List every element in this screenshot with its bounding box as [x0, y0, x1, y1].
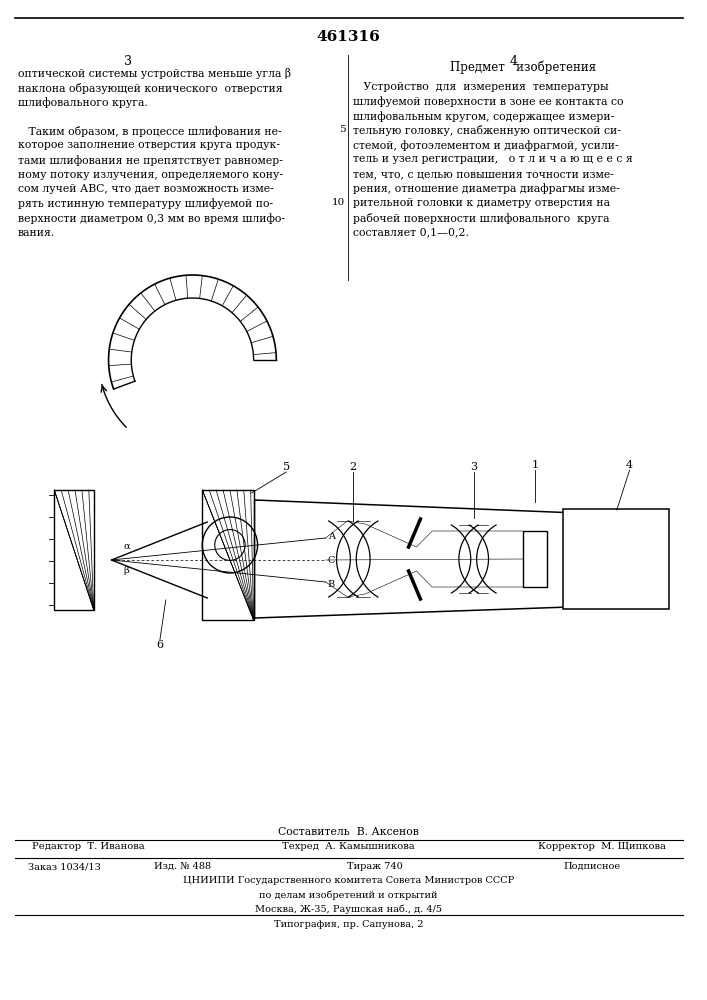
Text: шлифуемой поверхности в зоне ее контакта со: шлифуемой поверхности в зоне ее контакта… [354, 97, 624, 107]
Text: тем, что, с целью повышения точности изме-: тем, что, с целью повышения точности изм… [354, 169, 614, 179]
Text: 461316: 461316 [317, 30, 380, 44]
Text: наклона образующей конического  отверстия: наклона образующей конического отверстия [18, 83, 282, 94]
Text: α: α [123, 542, 130, 551]
Text: Техред  А. Камышникова: Техред А. Камышникова [282, 842, 415, 851]
Text: стемой, фотоэлементом и диафрагмой, усили-: стемой, фотоэлементом и диафрагмой, усил… [354, 140, 619, 151]
Text: шлифовальным кругом, содержащее измери-: шлифовальным кругом, содержащее измери- [354, 111, 614, 122]
Text: 4: 4 [509, 55, 518, 68]
Text: ному потоку излучения, определяемого кону-: ному потоку излучения, определяемого кон… [18, 169, 283, 180]
Text: рять истинную температуру шлифуемой по-: рять истинную температуру шлифуемой по- [18, 198, 273, 209]
Text: B: B [327, 580, 335, 589]
Bar [54, 490, 94, 610]
Text: сом лучей АВС, что дает возможность изме-: сом лучей АВС, что дает возможность изме… [18, 184, 274, 194]
Text: Таким образом, в процессе шлифования не-: Таким образом, в процессе шлифования не- [18, 126, 281, 137]
Text: C: C [327, 556, 335, 565]
Text: вания.: вания. [18, 228, 55, 237]
Text: Составитель  В. Аксенов: Составитель В. Аксенов [278, 827, 419, 837]
Text: Редактор  Т. Иванова: Редактор Т. Иванова [33, 842, 145, 851]
Text: 4: 4 [626, 460, 633, 470]
Text: которое заполнение отверстия круга продук-: которое заполнение отверстия круга проду… [18, 140, 280, 150]
Text: 2: 2 [350, 462, 357, 472]
Text: рабочей поверхности шлифовального  круга: рабочей поверхности шлифовального круга [354, 213, 610, 224]
Text: ЦНИИПИ Государственного комитета Совета Министров СССР: ЦНИИПИ Государственного комитета Совета … [182, 876, 514, 885]
Text: Типография, пр. Сапунова, 2: Типография, пр. Сапунова, 2 [274, 920, 423, 929]
Text: шлифовального круга.: шлифовального круга. [18, 97, 148, 108]
Text: Корректор  М. Щипкова: Корректор М. Щипкова [538, 842, 666, 851]
Text: рительной головки к диаметру отверстия на: рительной головки к диаметру отверстия н… [354, 198, 610, 208]
Text: тельную головку, снабженную оптической си-: тельную головку, снабженную оптической с… [354, 125, 621, 136]
Text: тами шлифования не препятствует равномер-: тами шлифования не препятствует равномер… [18, 155, 283, 166]
Text: Устройство  для  измерения  температуры: Устройство для измерения температуры [354, 82, 609, 92]
Polygon shape [255, 500, 626, 618]
Text: по делам изобретений и открытий: по делам изобретений и открытий [259, 890, 438, 900]
Text: рения, отношение диаметра диафрагмы изме-: рения, отношение диаметра диафрагмы изме… [354, 184, 620, 194]
Text: 10: 10 [332, 198, 346, 207]
Text: верхности диаметром 0,3 мм во время шлифо-: верхности диаметром 0,3 мм во время шлиф… [18, 213, 285, 224]
Text: 3: 3 [124, 55, 132, 68]
Bar [523, 531, 547, 587]
Text: Предмет   изобретения: Предмет изобретения [450, 60, 596, 74]
Text: A: A [327, 532, 334, 541]
Text: Изд. № 488: Изд. № 488 [154, 862, 211, 871]
Text: составляет 0,1—0,2.: составляет 0,1—0,2. [354, 227, 469, 237]
Text: 5: 5 [339, 125, 346, 134]
Text: β: β [123, 566, 129, 575]
Text: 5: 5 [283, 462, 290, 472]
Text: Москва, Ж-35, Раушская наб., д. 4/5: Москва, Ж-35, Раушская наб., д. 4/5 [255, 904, 442, 914]
Text: Тираж 740: Тираж 740 [347, 862, 403, 871]
Bar [202, 490, 254, 620]
Text: 3: 3 [470, 462, 477, 472]
Text: Подписное: Подписное [563, 862, 621, 871]
Text: оптической системы устройства меньше угла β: оптической системы устройства меньше угл… [18, 68, 291, 79]
Text: 6: 6 [156, 640, 163, 650]
Text: Заказ 1034/13: Заказ 1034/13 [28, 862, 100, 871]
Text: тель и узел регистрации,   о т л и ч а ю щ е е с я: тель и узел регистрации, о т л и ч а ю щ… [354, 154, 633, 164]
Bar [563, 509, 669, 609]
Text: 1: 1 [532, 460, 539, 470]
